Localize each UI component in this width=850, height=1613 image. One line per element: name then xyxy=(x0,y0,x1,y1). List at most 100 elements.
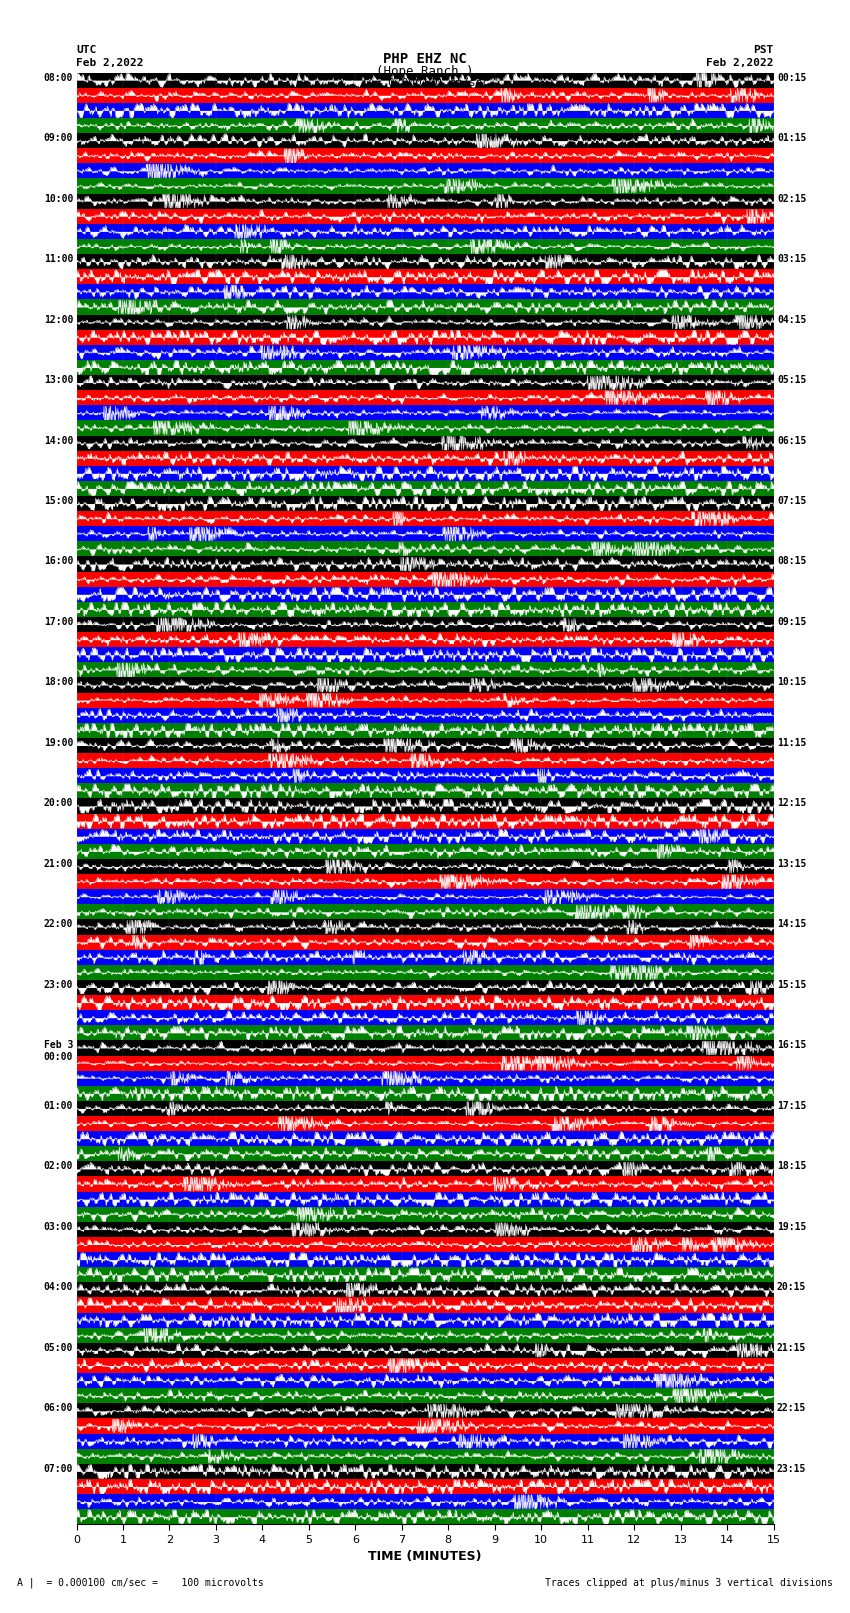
Text: Feb 2,2022: Feb 2,2022 xyxy=(706,58,774,68)
Bar xyxy=(76,390,774,405)
Bar xyxy=(76,405,774,421)
Text: | = 0.000100 cm/sec: | = 0.000100 cm/sec xyxy=(361,77,489,89)
Bar xyxy=(76,1358,774,1373)
Bar xyxy=(76,224,774,239)
Bar xyxy=(76,1010,774,1026)
Bar xyxy=(76,768,774,784)
Text: 03:15: 03:15 xyxy=(777,255,807,265)
Bar xyxy=(76,1494,774,1510)
Text: 22:00: 22:00 xyxy=(43,919,73,929)
Bar xyxy=(76,692,774,708)
Bar xyxy=(76,858,774,874)
Text: UTC: UTC xyxy=(76,45,97,55)
Bar xyxy=(76,1434,774,1448)
Text: 10:15: 10:15 xyxy=(777,677,807,687)
Text: 19:00: 19:00 xyxy=(43,739,73,748)
Bar xyxy=(76,360,774,376)
Bar xyxy=(76,1297,774,1313)
Text: 15:00: 15:00 xyxy=(43,497,73,506)
Bar xyxy=(76,1389,774,1403)
Text: 12:15: 12:15 xyxy=(777,798,807,808)
Bar xyxy=(76,542,774,556)
Bar xyxy=(76,753,774,768)
Bar xyxy=(76,1026,774,1040)
Text: 14:15: 14:15 xyxy=(777,919,807,929)
Bar xyxy=(76,239,774,255)
Bar xyxy=(76,632,774,647)
Bar xyxy=(76,436,774,450)
Text: 21:00: 21:00 xyxy=(43,858,73,869)
Bar xyxy=(76,148,774,163)
Text: Traces clipped at plus/minus 3 vertical divisions: Traces clipped at plus/minus 3 vertical … xyxy=(545,1578,833,1587)
Bar xyxy=(76,1448,774,1465)
Text: 08:00: 08:00 xyxy=(43,73,73,82)
Text: 06:15: 06:15 xyxy=(777,436,807,445)
Bar xyxy=(76,376,774,390)
Bar xyxy=(76,1055,774,1071)
Bar xyxy=(76,194,774,208)
Bar xyxy=(76,1403,774,1418)
Bar xyxy=(76,950,774,965)
Text: 00:15: 00:15 xyxy=(777,73,807,82)
Bar xyxy=(76,134,774,148)
Text: 12:00: 12:00 xyxy=(43,315,73,324)
Bar xyxy=(76,1161,774,1176)
Bar xyxy=(76,1510,774,1524)
Text: A |  = 0.000100 cm/sec =    100 microvolts: A | = 0.000100 cm/sec = 100 microvolts xyxy=(17,1578,264,1589)
Text: 09:00: 09:00 xyxy=(43,134,73,144)
Bar xyxy=(76,1040,774,1055)
Bar xyxy=(76,571,774,587)
Bar xyxy=(76,889,774,905)
Bar xyxy=(76,421,774,436)
Bar xyxy=(76,663,774,677)
Bar xyxy=(76,179,774,194)
Bar xyxy=(76,1116,774,1131)
Text: PST: PST xyxy=(753,45,774,55)
Text: 18:00: 18:00 xyxy=(43,677,73,687)
Bar xyxy=(76,1086,774,1102)
Text: 03:00: 03:00 xyxy=(43,1223,73,1232)
Bar xyxy=(76,844,774,858)
Bar xyxy=(76,813,774,829)
Text: PHP EHZ NC: PHP EHZ NC xyxy=(383,52,467,66)
Bar xyxy=(76,208,774,224)
Bar xyxy=(76,647,774,663)
Bar xyxy=(76,1268,774,1282)
Bar xyxy=(76,1327,774,1342)
Bar xyxy=(76,602,774,618)
Bar xyxy=(76,1176,774,1192)
Bar xyxy=(76,995,774,1010)
Text: 16:15: 16:15 xyxy=(777,1040,807,1050)
Text: 19:15: 19:15 xyxy=(777,1223,807,1232)
Text: 15:15: 15:15 xyxy=(777,979,807,990)
Bar xyxy=(76,739,774,753)
Bar xyxy=(76,723,774,739)
Text: 22:15: 22:15 xyxy=(777,1403,807,1413)
Bar xyxy=(76,87,774,103)
Text: 17:00: 17:00 xyxy=(43,618,73,627)
Bar xyxy=(76,979,774,995)
Bar xyxy=(76,300,774,315)
Bar xyxy=(76,587,774,602)
Bar xyxy=(76,1342,774,1358)
Bar xyxy=(76,919,774,934)
Bar xyxy=(76,798,774,813)
Bar xyxy=(76,556,774,571)
Bar xyxy=(76,1465,774,1479)
Text: 09:15: 09:15 xyxy=(777,618,807,627)
Text: 01:00: 01:00 xyxy=(43,1100,73,1111)
Text: 14:00: 14:00 xyxy=(43,436,73,445)
Bar xyxy=(76,163,774,179)
Text: Feb 2,2022: Feb 2,2022 xyxy=(76,58,144,68)
X-axis label: TIME (MINUTES): TIME (MINUTES) xyxy=(368,1550,482,1563)
Bar xyxy=(76,1147,774,1161)
Bar xyxy=(76,829,774,844)
Text: 10:00: 10:00 xyxy=(43,194,73,203)
Bar xyxy=(76,1100,774,1116)
Bar xyxy=(76,1282,774,1297)
Text: 01:15: 01:15 xyxy=(777,134,807,144)
Bar xyxy=(76,618,774,632)
Text: 16:00: 16:00 xyxy=(43,556,73,566)
Text: 02:15: 02:15 xyxy=(777,194,807,203)
Text: 13:00: 13:00 xyxy=(43,376,73,386)
